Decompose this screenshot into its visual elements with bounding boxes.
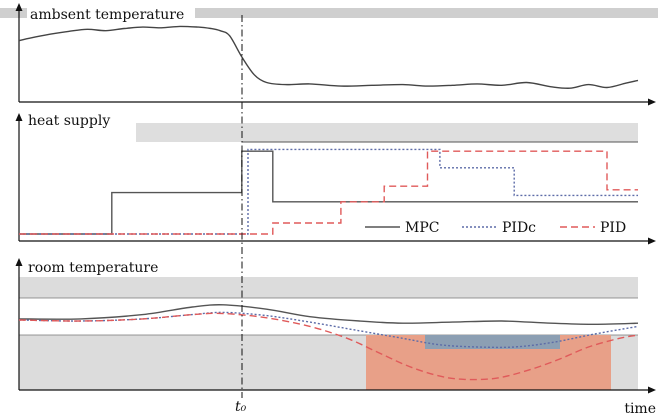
heat-pid-line bbox=[19, 150, 638, 235]
legend-mpc-label: MPC bbox=[405, 220, 439, 236]
heat-max-band bbox=[136, 123, 638, 142]
title-ambient: ambsent temperature bbox=[30, 7, 184, 23]
room-mpc-line bbox=[18, 304, 639, 326]
title-room: room temperature bbox=[28, 260, 158, 276]
panel-heat: heat supply MPC PIDc PID bbox=[15, 113, 656, 245]
x-axis-arrow-ambient bbox=[648, 98, 656, 106]
top-grey-strip bbox=[0, 8, 658, 18]
t0-label: t₀ bbox=[235, 399, 247, 415]
heat-series-group bbox=[19, 148, 638, 235]
y-axis-arrow-ambient bbox=[15, 3, 23, 11]
legend: MPC PIDc PID bbox=[365, 220, 626, 236]
heat-pidc-line bbox=[19, 148, 638, 235]
x-axis-arrow-room bbox=[648, 386, 656, 394]
title-bg-ambient bbox=[27, 5, 195, 23]
x-axis-arrow-heat bbox=[648, 237, 656, 245]
title-heat: heat supply bbox=[28, 113, 110, 129]
y-axis-arrow-heat bbox=[15, 113, 23, 121]
panel-room: room temperature time bbox=[15, 258, 656, 416]
heat-mpc-line bbox=[19, 150, 638, 235]
x-axis-label-time: time bbox=[624, 401, 656, 416]
room-pid-line bbox=[18, 312, 639, 381]
legend-pid-label: PID bbox=[600, 220, 626, 236]
ambient-temperature-line bbox=[18, 25, 639, 89]
room-upper-band bbox=[19, 277, 638, 298]
y-axis-arrow-room bbox=[15, 258, 23, 266]
legend-pidc-label: PIDc bbox=[502, 220, 536, 236]
room-series-group bbox=[18, 304, 639, 381]
room-pidc-line bbox=[18, 311, 639, 349]
panel-ambient: ambsent temperature bbox=[15, 3, 656, 106]
pidc-violation-area bbox=[425, 335, 560, 349]
